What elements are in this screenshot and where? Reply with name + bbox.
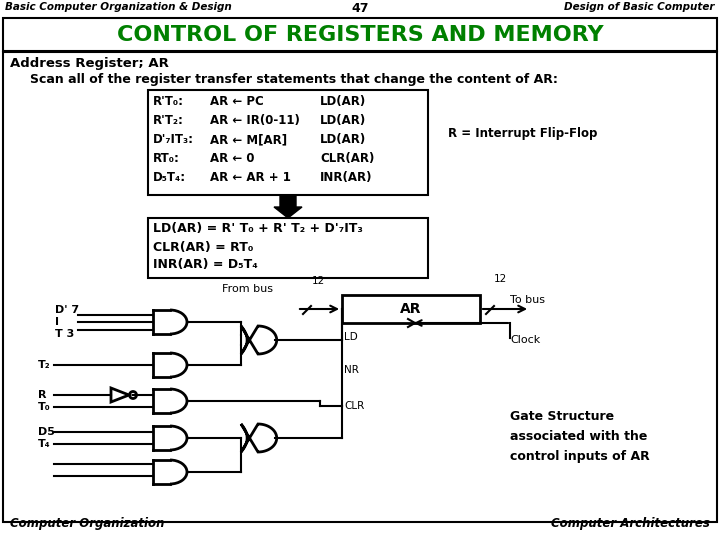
Text: Clock: Clock — [510, 335, 540, 345]
Text: 12: 12 — [493, 274, 507, 284]
Text: AR ← 0: AR ← 0 — [210, 152, 254, 165]
Text: 47: 47 — [351, 2, 369, 15]
Text: LD: LD — [344, 332, 358, 342]
Text: AR ← IR(0-11): AR ← IR(0-11) — [210, 114, 300, 127]
Text: Scan all of the register transfer statements that change the content of AR:: Scan all of the register transfer statem… — [30, 73, 558, 86]
Text: D5: D5 — [38, 427, 55, 437]
FancyBboxPatch shape — [148, 218, 428, 278]
FancyBboxPatch shape — [3, 18, 717, 51]
Text: Address Register; AR: Address Register; AR — [10, 57, 169, 70]
Text: T 3: T 3 — [55, 329, 74, 339]
Text: NR: NR — [344, 365, 359, 375]
Text: To bus: To bus — [510, 295, 545, 305]
Text: R = Interrupt Flip-Flop: R = Interrupt Flip-Flop — [448, 127, 598, 140]
Text: CLR: CLR — [344, 401, 364, 411]
Text: LD(AR): LD(AR) — [320, 95, 366, 108]
Text: R'T₂:: R'T₂: — [153, 114, 184, 127]
Text: D'₇IT₃:: D'₇IT₃: — [153, 133, 194, 146]
Text: T₄: T₄ — [38, 439, 50, 449]
Text: From bus: From bus — [222, 284, 272, 294]
Text: INR(AR): INR(AR) — [320, 171, 372, 184]
FancyBboxPatch shape — [342, 295, 480, 323]
Text: LD(AR): LD(AR) — [320, 133, 366, 146]
Text: CONTROL OF REGISTERS AND MEMORY: CONTROL OF REGISTERS AND MEMORY — [117, 25, 603, 45]
Text: AR ← PC: AR ← PC — [210, 95, 264, 108]
Text: R'T₀:: R'T₀: — [153, 95, 184, 108]
Text: AR: AR — [400, 302, 422, 316]
Polygon shape — [274, 195, 302, 218]
FancyBboxPatch shape — [3, 52, 717, 522]
Text: Basic Computer Organization & Design: Basic Computer Organization & Design — [5, 2, 232, 12]
Text: R: R — [38, 390, 47, 400]
Text: CLR(AR): CLR(AR) — [320, 152, 374, 165]
Text: AR ← M[AR]: AR ← M[AR] — [210, 133, 287, 146]
Text: D' 7: D' 7 — [55, 305, 79, 315]
Text: Computer Organization: Computer Organization — [10, 517, 164, 530]
Text: 12: 12 — [311, 276, 325, 286]
Text: D₅T₄:: D₅T₄: — [153, 171, 186, 184]
FancyBboxPatch shape — [148, 90, 428, 195]
Text: LD(AR): LD(AR) — [320, 114, 366, 127]
Text: RT₀:: RT₀: — [153, 152, 180, 165]
Text: T₀: T₀ — [38, 402, 50, 412]
Text: T₂: T₂ — [38, 360, 50, 370]
Text: CLR(AR) = RT₀: CLR(AR) = RT₀ — [153, 241, 253, 254]
Text: I: I — [55, 317, 59, 327]
Text: Computer Architectures: Computer Architectures — [551, 517, 710, 530]
Text: AR ← AR + 1: AR ← AR + 1 — [210, 171, 291, 184]
Text: INR(AR) = D₅T₄: INR(AR) = D₅T₄ — [153, 258, 258, 271]
Text: LD(AR) = R' T₀ + R' T₂ + D'₇IT₃: LD(AR) = R' T₀ + R' T₂ + D'₇IT₃ — [153, 222, 363, 235]
Text: Design of Basic Computer: Design of Basic Computer — [564, 2, 715, 12]
Text: Gate Structure
associated with the
control inputs of AR: Gate Structure associated with the contr… — [510, 410, 649, 463]
